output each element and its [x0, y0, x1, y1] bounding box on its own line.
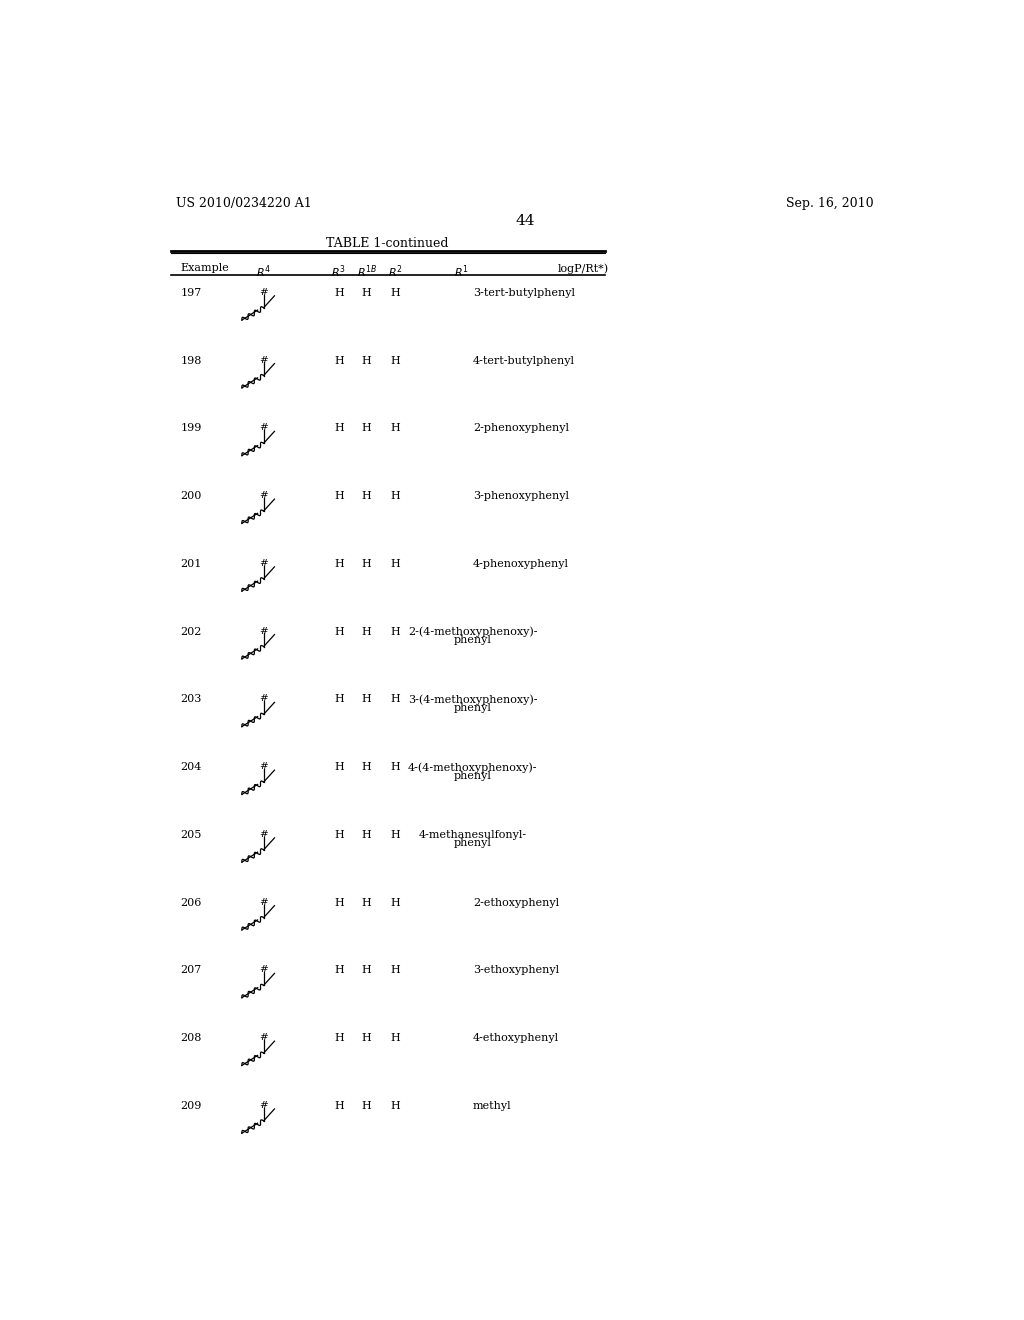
- Text: 198: 198: [180, 355, 202, 366]
- Text: H: H: [390, 965, 400, 975]
- Text: H: H: [390, 1101, 400, 1111]
- Text: H: H: [334, 965, 344, 975]
- Text: H: H: [361, 627, 372, 636]
- Text: Sep. 16, 2010: Sep. 16, 2010: [786, 197, 873, 210]
- Text: H: H: [361, 288, 372, 298]
- Text: H: H: [361, 1034, 372, 1043]
- Text: $\mathit{R}^{2}$: $\mathit{R}^{2}$: [388, 263, 402, 280]
- Text: 208: 208: [180, 1034, 202, 1043]
- Text: H: H: [334, 1034, 344, 1043]
- Text: 207: 207: [180, 965, 202, 975]
- Text: $\mathit{R}^{4}$: $\mathit{R}^{4}$: [256, 263, 271, 280]
- Text: H: H: [390, 830, 400, 840]
- Text: H: H: [390, 491, 400, 502]
- Text: logP/Rt*): logP/Rt*): [558, 263, 609, 273]
- Text: 44: 44: [515, 214, 535, 228]
- Text: phenyl: phenyl: [454, 771, 492, 780]
- Text: H: H: [334, 1101, 344, 1111]
- Text: H: H: [361, 424, 372, 433]
- Text: 2-phenoxyphenyl: 2-phenoxyphenyl: [473, 424, 569, 433]
- Text: 205: 205: [180, 830, 202, 840]
- Text: #: #: [259, 898, 268, 907]
- Text: 3-(4-methoxyphenoxy)-: 3-(4-methoxyphenoxy)-: [409, 694, 538, 705]
- Text: 209: 209: [180, 1101, 202, 1111]
- Text: 3-phenoxyphenyl: 3-phenoxyphenyl: [473, 491, 569, 502]
- Text: TABLE 1-continued: TABLE 1-continued: [327, 238, 449, 249]
- Text: 199: 199: [180, 424, 202, 433]
- Text: #: #: [259, 1101, 268, 1110]
- Text: 206: 206: [180, 898, 202, 908]
- Text: #: #: [259, 288, 268, 297]
- Text: 2-ethoxyphenyl: 2-ethoxyphenyl: [473, 898, 559, 908]
- Text: phenyl: phenyl: [454, 635, 492, 645]
- Text: H: H: [390, 898, 400, 908]
- Text: H: H: [334, 558, 344, 569]
- Text: phenyl: phenyl: [454, 838, 492, 849]
- Text: 4-methanesulfonyl-: 4-methanesulfonyl-: [419, 830, 527, 840]
- Text: H: H: [334, 491, 344, 502]
- Text: #: #: [259, 965, 268, 974]
- Text: H: H: [390, 355, 400, 366]
- Text: 201: 201: [180, 558, 202, 569]
- Text: H: H: [361, 491, 372, 502]
- Text: H: H: [361, 965, 372, 975]
- Text: Example: Example: [180, 263, 229, 273]
- Text: H: H: [361, 830, 372, 840]
- Text: #: #: [259, 355, 268, 364]
- Text: 4-phenoxyphenyl: 4-phenoxyphenyl: [473, 558, 569, 569]
- Text: H: H: [334, 627, 344, 636]
- Text: US 2010/0234220 A1: US 2010/0234220 A1: [176, 197, 311, 210]
- Text: 4-tert-butylphenyl: 4-tert-butylphenyl: [473, 355, 574, 366]
- Text: H: H: [390, 694, 400, 705]
- Text: #: #: [259, 694, 268, 704]
- Text: #: #: [259, 424, 268, 432]
- Text: H: H: [361, 558, 372, 569]
- Text: methyl: methyl: [473, 1101, 512, 1111]
- Text: H: H: [334, 355, 344, 366]
- Text: 2-(4-methoxyphenoxy)-: 2-(4-methoxyphenoxy)-: [409, 627, 538, 638]
- Text: 3-ethoxyphenyl: 3-ethoxyphenyl: [473, 965, 559, 975]
- Text: $\mathit{R}^{1B}$: $\mathit{R}^{1B}$: [356, 263, 377, 280]
- Text: H: H: [390, 558, 400, 569]
- Text: H: H: [390, 627, 400, 636]
- Text: $\mathit{R}^{1}$: $\mathit{R}^{1}$: [454, 263, 469, 280]
- Text: #: #: [259, 558, 268, 568]
- Text: 3-tert-butylphenyl: 3-tert-butylphenyl: [473, 288, 574, 298]
- Text: H: H: [361, 898, 372, 908]
- Text: 202: 202: [180, 627, 202, 636]
- Text: H: H: [361, 355, 372, 366]
- Text: $\mathit{R}^{3}$: $\mathit{R}^{3}$: [332, 263, 346, 280]
- Text: 200: 200: [180, 491, 202, 502]
- Text: 203: 203: [180, 694, 202, 705]
- Text: H: H: [334, 288, 344, 298]
- Text: 4-(4-methoxyphenoxy)-: 4-(4-methoxyphenoxy)-: [409, 762, 538, 772]
- Text: H: H: [361, 1101, 372, 1111]
- Text: H: H: [390, 288, 400, 298]
- Text: H: H: [334, 694, 344, 705]
- Text: H: H: [361, 694, 372, 705]
- Text: 197: 197: [180, 288, 202, 298]
- Text: H: H: [361, 762, 372, 772]
- Text: H: H: [390, 762, 400, 772]
- Text: #: #: [259, 830, 268, 838]
- Text: H: H: [390, 424, 400, 433]
- Text: H: H: [334, 830, 344, 840]
- Text: #: #: [259, 627, 268, 635]
- Text: H: H: [390, 1034, 400, 1043]
- Text: phenyl: phenyl: [454, 702, 492, 713]
- Text: 4-ethoxyphenyl: 4-ethoxyphenyl: [473, 1034, 559, 1043]
- Text: #: #: [259, 1034, 268, 1041]
- Text: H: H: [334, 762, 344, 772]
- Text: 204: 204: [180, 762, 202, 772]
- Text: H: H: [334, 424, 344, 433]
- Text: H: H: [334, 898, 344, 908]
- Text: #: #: [259, 762, 268, 771]
- Text: #: #: [259, 491, 268, 500]
